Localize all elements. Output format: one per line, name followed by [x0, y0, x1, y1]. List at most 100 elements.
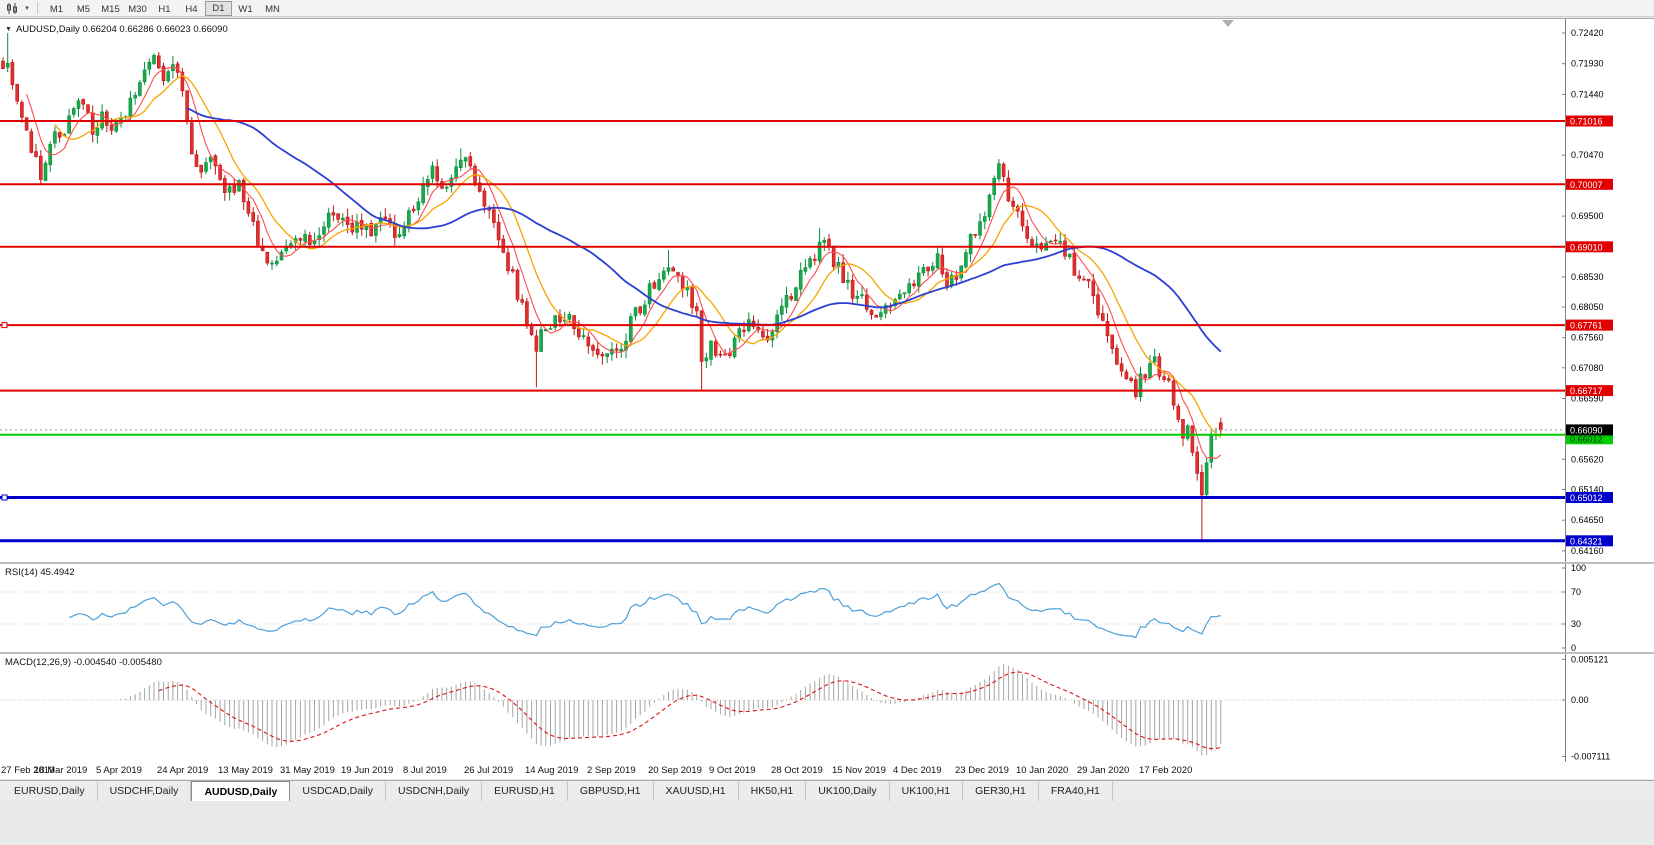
- price-tick-label: 0.71440: [1571, 89, 1604, 99]
- time-axis-label: 19 Jun 2019: [341, 765, 394, 776]
- candlestick-chart-icon[interactable]: [4, 1, 22, 16]
- down-candles: [1, 55, 1223, 496]
- line-anchor-marker[interactable]: [1, 494, 8, 501]
- svg-text:0.71016: 0.71016: [1570, 117, 1603, 127]
- price-tick-label: 0.70470: [1571, 150, 1604, 160]
- rsi-chart-canvas[interactable]: 100 70 30 0: [0, 564, 1654, 652]
- rsi-panel[interactable]: RSI(14) 45.4942 100 70 30 0: [0, 564, 1654, 652]
- svg-text:0.65012: 0.65012: [1570, 493, 1603, 503]
- price-tick-label: 0.68050: [1571, 302, 1604, 312]
- price-tick-label: 0.66590: [1571, 394, 1604, 404]
- time-axis-label: 9 Oct 2019: [709, 765, 756, 776]
- bottom-tab-AUDUSD-Daily[interactable]: AUDUSD,Daily: [191, 781, 291, 801]
- line-anchor-marker[interactable]: [1, 322, 8, 329]
- ma-mid-orange: [54, 75, 1222, 439]
- chart-background: [0, 19, 1654, 562]
- chart-window: ▼ AUDUSD,Daily 0.66204 0.66286 0.66023 0…: [0, 18, 1654, 779]
- price-tag-0.66717: 0.66717: [1566, 385, 1613, 397]
- price-chart-canvas[interactable]: 0.72420 0.71930 0.71440 0.70470 0.69500 0.685…: [0, 19, 1654, 562]
- timeframe-button-H1[interactable]: H1: [158, 3, 171, 15]
- time-axis-label: 31 May 2019: [280, 765, 335, 776]
- price-tag-0.70007: 0.70007: [1566, 178, 1613, 190]
- svg-text:0.66717: 0.66717: [1570, 386, 1603, 396]
- ma-slow-blue: [186, 107, 1222, 353]
- timeframe-button-W1[interactable]: W1: [238, 3, 253, 15]
- time-axis[interactable]: 27 Feb 2019 18 Mar 2019 5 Apr 2019 24 Apr 2…: [0, 762, 1654, 779]
- macd-histogram: [120, 664, 1222, 756]
- timeframe-button-M30[interactable]: M30: [128, 3, 147, 15]
- svg-text:0.67761: 0.67761: [1570, 321, 1603, 331]
- bottom-tab-UK100-H1[interactable]: UK100,H1: [890, 781, 964, 801]
- timeframe-button-M1[interactable]: M1: [49, 3, 64, 15]
- price-tick-label: 0.72420: [1571, 28, 1604, 38]
- timeframe-button-MN[interactable]: MN: [265, 3, 280, 15]
- time-axis-label: 2 Sep 2019: [587, 765, 636, 776]
- svg-text:0.69010: 0.69010: [1570, 242, 1603, 252]
- price-tick-label: 0.65140: [1571, 484, 1604, 494]
- bottom-tab-EURUSD-H1[interactable]: EURUSD,H1: [482, 781, 568, 801]
- timeframe-toolbar: M1 M5 M15 M30 H1 H4 D1 W1 MN: [43, 0, 286, 16]
- toolbar-separator: [37, 2, 38, 14]
- timeframe-button-M15[interactable]: M15: [101, 3, 120, 15]
- time-axis-label: 26 Jul 2019: [464, 765, 514, 776]
- rsi-background: [0, 564, 1654, 652]
- macd-chart-canvas[interactable]: 0.005121 0.00 -0.007111: [0, 654, 1654, 762]
- price-tick-label: 0.67560: [1571, 333, 1604, 343]
- bottom-tab-FRA40-H1[interactable]: FRA40,H1: [1039, 781, 1113, 801]
- bottom-tab-GER30-H1[interactable]: GER30,H1: [963, 781, 1039, 801]
- rsi-tick-label: 0: [1571, 643, 1576, 652]
- price-tag-0.69010: 0.69010: [1566, 241, 1613, 253]
- time-axis-label: 4 Dec 2019: [893, 765, 942, 776]
- price-tick-label: 0.71930: [1571, 59, 1604, 69]
- bottom-tab-XAUUSD-H1[interactable]: XAUUSD,H1: [654, 781, 739, 801]
- time-axis-label: 24 Apr 2019: [157, 765, 209, 776]
- symbol-ohlc-text: AUDUSD,Daily 0.66204 0.66286 0.66023 0.6…: [15, 24, 228, 35]
- bottom-tab-USDCHF-Daily[interactable]: USDCHF,Daily: [98, 781, 192, 801]
- bottom-tab-HK50-H1[interactable]: HK50,H1: [739, 781, 807, 801]
- macd-panel[interactable]: MACD(12,26,9) -0.004540 -0.005480 0.0051…: [0, 654, 1654, 762]
- symbol-ohlc-line: ▼ AUDUSD,Daily 0.66204 0.66286 0.66023 0…: [5, 24, 228, 35]
- rsi-line: [68, 582, 1221, 639]
- rsi-tick-label: 30: [1571, 619, 1581, 629]
- price-panel[interactable]: ▼ AUDUSD,Daily 0.66204 0.66286 0.66023 0…: [0, 19, 1654, 562]
- time-axis-label: 10 Jan 2020: [1016, 765, 1069, 776]
- rsi-tick-label: 100: [1571, 564, 1586, 573]
- svg-text:0.70007: 0.70007: [1570, 180, 1603, 190]
- timeframe-button-M5[interactable]: M5: [76, 3, 91, 15]
- bottom-tab-USDCAD-Daily[interactable]: USDCAD,Daily: [290, 781, 386, 801]
- price-tick-label: 0.69500: [1571, 211, 1604, 221]
- panel-divider[interactable]: [0, 562, 1654, 564]
- price-tag-0.71016: 0.71016: [1566, 115, 1613, 127]
- rsi-label: RSI(14) 45.4942: [5, 567, 75, 578]
- price-tag-0.66012: 0.66012: [1566, 433, 1613, 445]
- time-axis-label: 20 Sep 2019: [648, 765, 702, 776]
- chart-dropdown-caret-icon[interactable]: ▾: [25, 5, 29, 12]
- chart-shift-marker[interactable]: [1222, 20, 1234, 27]
- time-axis-label: 27 Feb 2019: [1, 765, 55, 776]
- svg-text:0.64321: 0.64321: [1570, 536, 1603, 546]
- macd-tick-label: 0.00: [1571, 695, 1589, 705]
- price-tick-label: 0.67080: [1571, 363, 1604, 373]
- symbol-expand-caret-icon[interactable]: ▼: [5, 26, 12, 33]
- bottom-tab-GBPUSD-H1[interactable]: GBPUSD,H1: [568, 781, 654, 801]
- price-tick-label: 0.64160: [1571, 546, 1604, 556]
- ma-fast-red: [26, 66, 1222, 460]
- window-tab-bar: EURUSD,Daily USDCHF,Daily AUDUSD,Daily USDC…: [0, 780, 1654, 801]
- bottom-tab-UK100-Daily[interactable]: UK100,Daily: [806, 781, 890, 801]
- time-axis-label: 29 Jan 2020: [1077, 765, 1130, 776]
- price-tick-label: 0.64650: [1571, 515, 1604, 525]
- toolbar: ▾ M1 M5 M15 M30 H1 H4 D1 W1 MN: [0, 0, 1654, 17]
- timeframe-button-D1[interactable]: D1: [205, 0, 232, 16]
- time-axis-label: 8 Jul 2019: [403, 765, 447, 776]
- time-axis-label: 13 May 2019: [218, 765, 273, 776]
- bottom-tab-USDCNH-Daily[interactable]: USDCNH,Daily: [386, 781, 483, 801]
- price-tick-label: 0.68530: [1571, 272, 1604, 282]
- svg-text:0.66012: 0.66012: [1570, 434, 1603, 444]
- bottom-tab-EURUSD-Daily[interactable]: EURUSD,Daily: [2, 781, 98, 801]
- macd-label: MACD(12,26,9) -0.004540 -0.005480: [5, 657, 162, 668]
- panel-divider[interactable]: [0, 652, 1654, 654]
- timeframe-button-H4[interactable]: H4: [185, 3, 198, 15]
- price-tag-0.65012: 0.65012: [1566, 492, 1613, 503]
- macd-signal-line: [158, 671, 1221, 750]
